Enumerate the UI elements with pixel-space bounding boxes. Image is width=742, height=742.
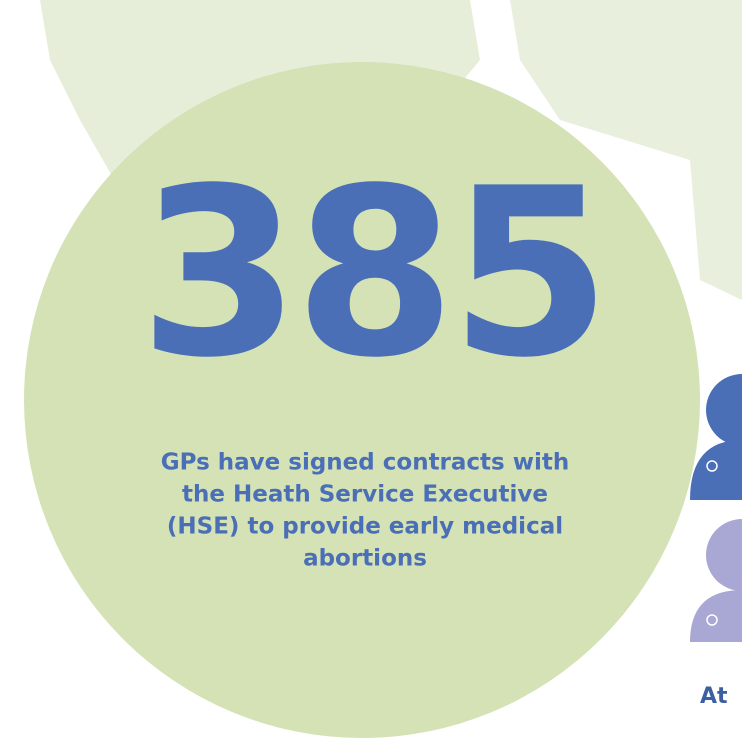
description-line: the Heath Service Executive — [182, 482, 548, 508]
description-line: abortions — [303, 546, 427, 572]
description-line: (HSE) to provide early medical — [167, 514, 563, 540]
description-line: GPs have signed contracts with — [161, 450, 570, 476]
side-caption: At — [700, 684, 728, 709]
headline-number: 385 — [139, 138, 605, 408]
person-icon — [690, 519, 742, 642]
infographic: 385 GPs have signed contracts with the He… — [0, 0, 742, 742]
